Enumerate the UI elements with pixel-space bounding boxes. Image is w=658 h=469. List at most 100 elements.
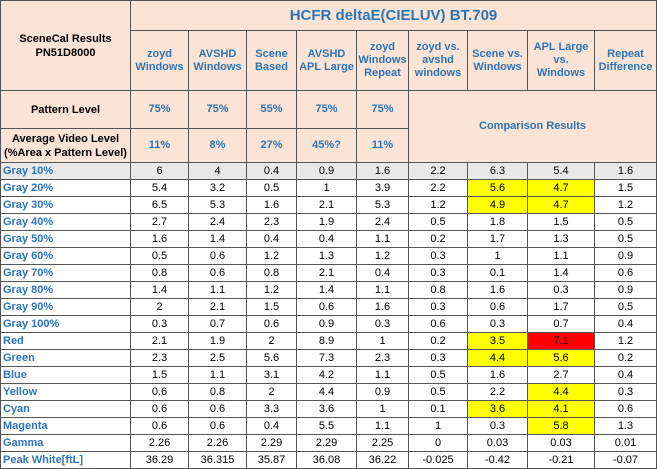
row-label: Yellow	[0, 383, 131, 401]
avg-video-level-value: 27%	[246, 128, 297, 163]
table-cell: 0.3	[408, 298, 468, 316]
table-cell: 1	[356, 332, 409, 350]
avg-video-level-value: 11%	[130, 128, 189, 163]
table-cell: 5.6	[246, 349, 297, 367]
table-cell: 1.2	[594, 196, 657, 214]
table-cell: 5.3	[188, 196, 247, 214]
table-cell: 0.9	[356, 383, 409, 401]
table-cell: 36.08	[296, 451, 357, 469]
table-cell: 0.3	[594, 383, 657, 401]
table-cell: 0.3	[408, 247, 468, 265]
table-cell: 2.2	[408, 179, 468, 197]
table-cell: 1.2	[246, 247, 297, 265]
table-cell: 2.4	[356, 213, 409, 231]
table-cell: 0.5	[246, 179, 297, 197]
table-cell: 7.3	[296, 349, 357, 367]
table-row: Gray 20% 5.4 3.2 0.5 1 3.9 2.2 5.6 4.7 1.5	[0, 179, 657, 197]
table-cell: 2.1	[130, 332, 189, 350]
table-cell: 0.4	[356, 264, 409, 282]
table-cell: 0.8	[130, 264, 189, 282]
table-cell: 0.8	[246, 264, 297, 282]
table-cell: 0.5	[408, 213, 468, 231]
table-cell: 2.3	[356, 349, 409, 367]
row-label: Gamma	[0, 434, 131, 452]
table-cell: 1.4	[296, 281, 357, 299]
table-cell: 2.7	[527, 366, 595, 384]
table-cell: -0.42	[467, 451, 528, 469]
column-header: AVSHD APL Large	[296, 30, 357, 91]
table-cell: 1	[467, 247, 528, 265]
table-cell: 0.01	[594, 434, 657, 452]
table-cell: 1.4	[130, 281, 189, 299]
table-cell: 0.6	[130, 383, 189, 401]
comparison-results-label: Comparison Results	[408, 90, 657, 163]
table-cell: 0.2	[594, 349, 657, 367]
column-header: zoyd Windows	[130, 30, 189, 91]
table-cell: 1.3	[594, 417, 657, 435]
table-cell: 0.6	[594, 400, 657, 418]
table-row: Gray 80% 1.4 1.1 1.2 1.4 1.1 0.8 1.6 0.3 0.9	[0, 281, 657, 299]
table-cell: 0.4	[246, 230, 297, 248]
table-cell: 5.3	[356, 196, 409, 214]
pattern-level-value: 75%	[296, 90, 357, 129]
table-cell: 4.9	[467, 196, 528, 214]
table-cell: 1.5	[594, 179, 657, 197]
table-cell: 4	[188, 162, 247, 180]
table-cell: 0.3	[356, 315, 409, 333]
row-label: Red	[0, 332, 131, 350]
table-cell: 4.4	[467, 349, 528, 367]
column-header: Scene vs. Windows	[467, 30, 528, 91]
table-cell: 1.6	[356, 162, 409, 180]
table-cell: 1.8	[467, 213, 528, 231]
table-cell: 6.5	[130, 196, 189, 214]
table-cell: 1.1	[527, 247, 595, 265]
table-cell: 0.4	[594, 315, 657, 333]
table-cell: 0.8	[188, 383, 247, 401]
table-cell: 36.29	[130, 451, 189, 469]
table-row: Yellow 0.6 0.8 2 4.4 0.9 0.5 2.2 4.4 0.3	[0, 383, 657, 401]
table-cell: 8.9	[296, 332, 357, 350]
row-label: Gray 40%	[0, 213, 131, 231]
table-cell: 0.9	[594, 281, 657, 299]
table-cell: 1.7	[527, 298, 595, 316]
table-cell: 0.6	[188, 247, 247, 265]
table-cell: 0.1	[467, 264, 528, 282]
table-cell: 2.7	[130, 213, 189, 231]
table-cell: 6	[130, 162, 189, 180]
pattern-level-value: 55%	[246, 90, 297, 129]
table-cell: 0.03	[527, 434, 595, 452]
table-row: Red 2.1 1.9 2 8.9 1 0.2 3.5 7.1 1.2	[0, 332, 657, 350]
table-cell: 4.7	[527, 196, 595, 214]
table-cell: 2.5	[188, 349, 247, 367]
pattern-level-row: Pattern Level 75% 75% 55% 75% 75% Compar…	[0, 90, 657, 163]
avg-video-level-value: 11%	[356, 128, 409, 163]
table-cell: 1.1	[356, 366, 409, 384]
table-cell: 0.6	[296, 298, 357, 316]
table-cell: 1	[356, 400, 409, 418]
pattern-level-value: 75%	[356, 90, 409, 129]
table-cell: 2.1	[188, 298, 247, 316]
row-label: Gray 20%	[0, 179, 131, 197]
table-cell: 0.6	[246, 315, 297, 333]
table-cell: 2.3	[130, 349, 189, 367]
table-row: Gray 10% 6 4 0.4 0.9 1.6 2.2 6.3 5.4 1.6	[0, 162, 657, 180]
table-cell: -0.07	[594, 451, 657, 469]
pattern-level-label: Pattern Level	[0, 90, 131, 129]
table-cell: 2.26	[130, 434, 189, 452]
row-label: Cyan	[0, 400, 131, 418]
table-row: Gray 70% 0.8 0.6 0.8 2.1 0.4 0.3 0.1 1.4 0.6	[0, 264, 657, 282]
table-cell: 1.1	[188, 281, 247, 299]
table-cell: 1.6	[467, 366, 528, 384]
table-cell: 2.25	[356, 434, 409, 452]
table-cell: 0.6	[408, 315, 468, 333]
table-cell: 1.6	[246, 196, 297, 214]
column-header-row: zoyd Windows AVSHD Windows Scene Based AVSH…	[1, 30, 657, 91]
table-cell: 0.5	[408, 383, 468, 401]
row-label: Gray 70%	[0, 264, 131, 282]
table-cell: 1.6	[467, 281, 528, 299]
table-cell: 2.26	[188, 434, 247, 452]
table-cell: 7.1	[527, 332, 595, 350]
row-label: Peak White[ftL]	[0, 451, 131, 469]
table-cell: 0.9	[296, 162, 357, 180]
table-cell: 3.2	[188, 179, 247, 197]
